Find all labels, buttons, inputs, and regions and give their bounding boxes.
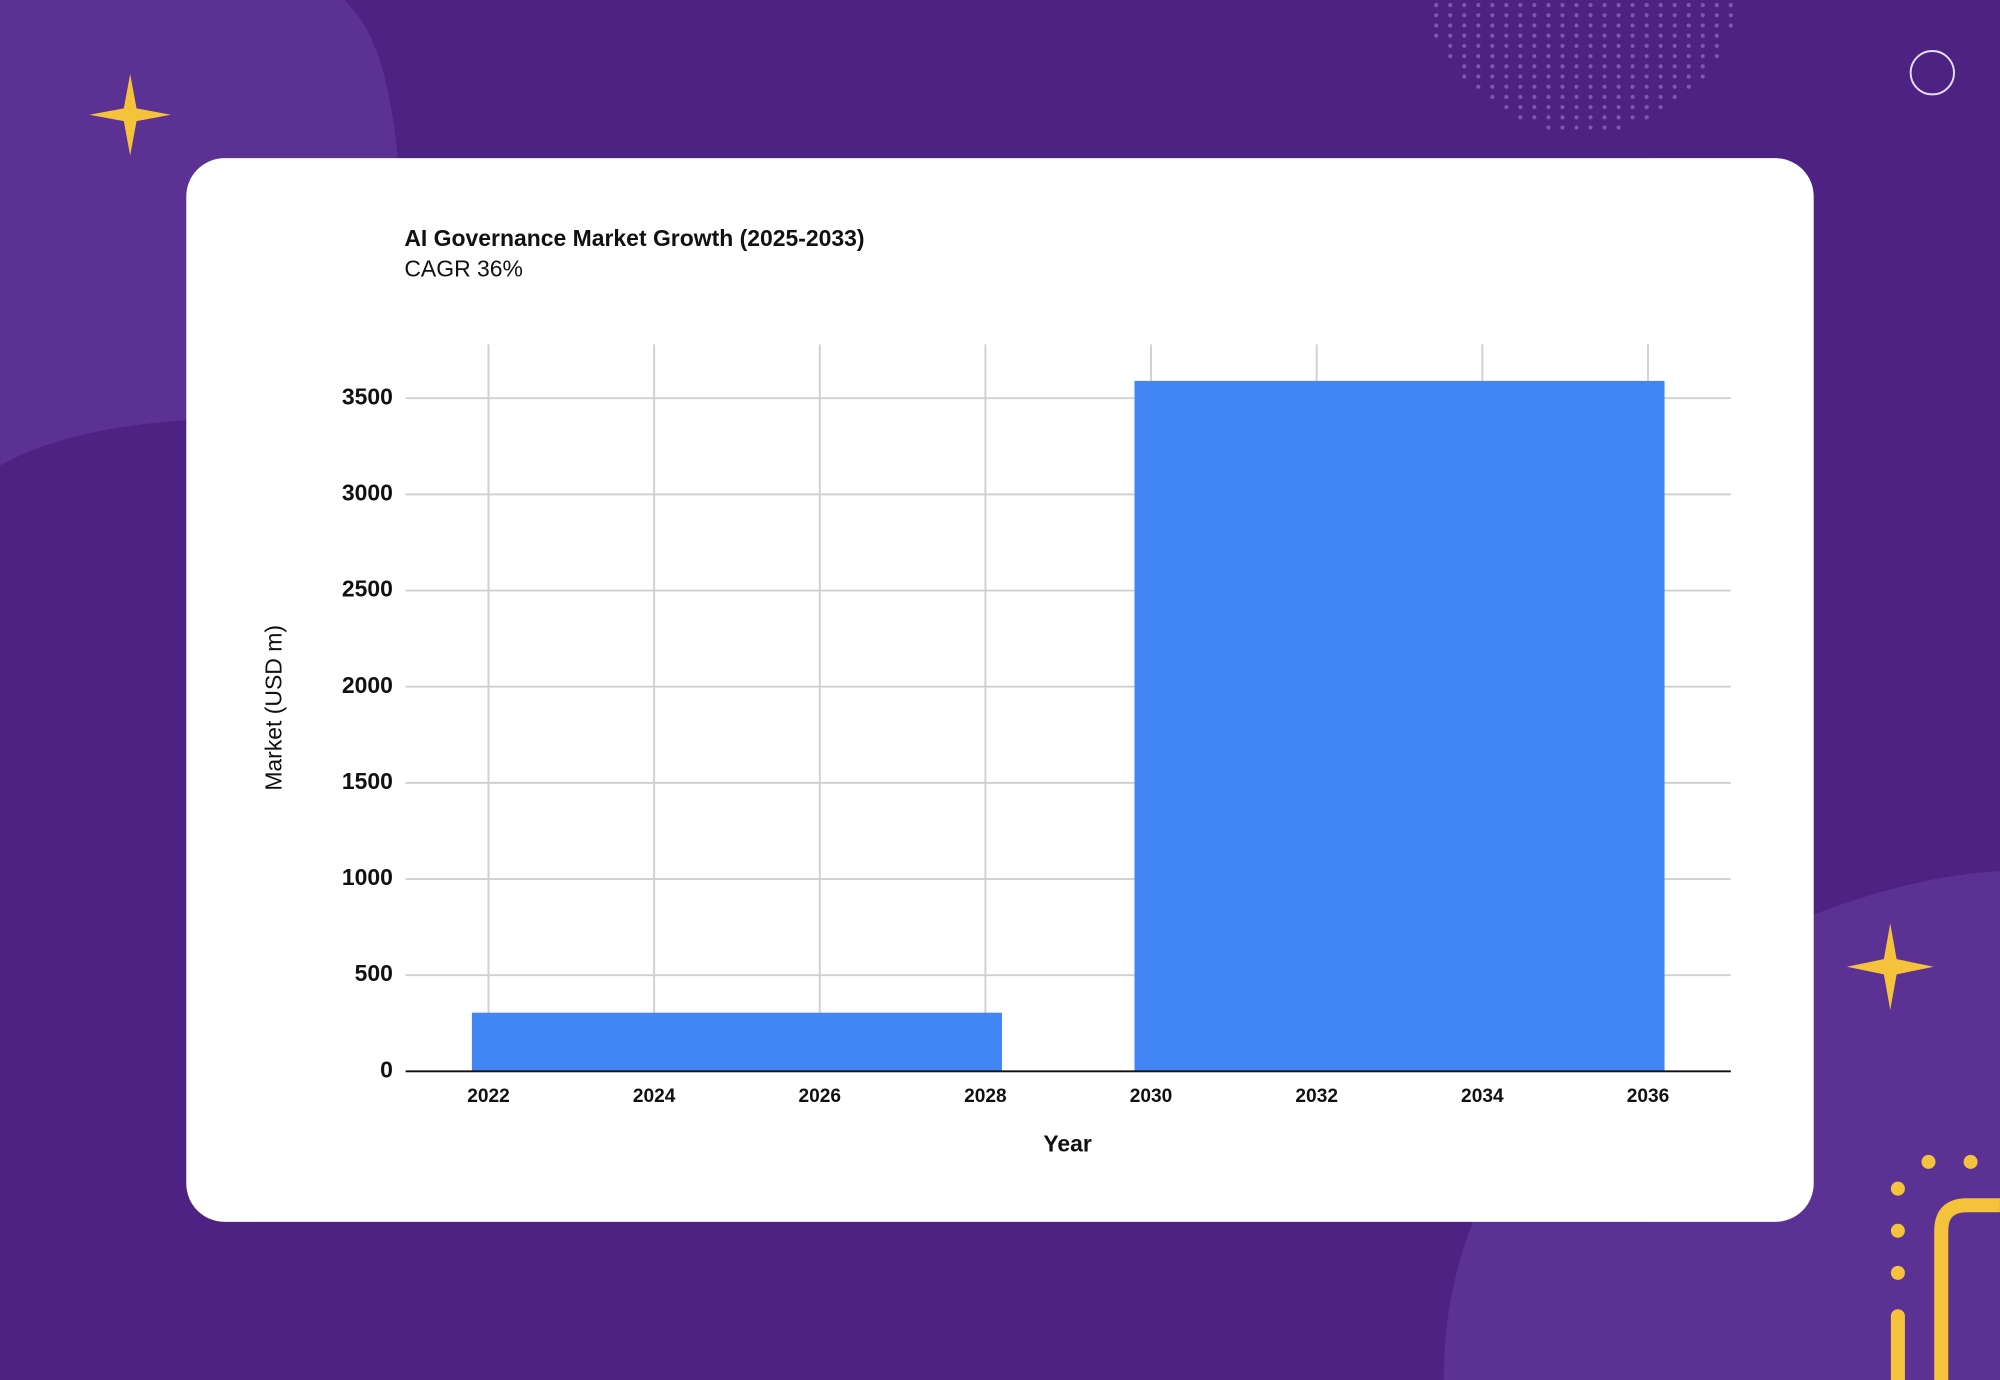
x-tick-label: 2026	[798, 1086, 841, 1107]
dot-pattern	[1434, 3, 1733, 130]
y-tick-label: 3000	[342, 479, 393, 505]
y-tick-label: 2500	[342, 576, 393, 602]
bar	[1134, 380, 1665, 1072]
y-axis-label: Market (USD m)	[261, 625, 287, 791]
y-tick-label: 1000	[342, 864, 393, 890]
x-tick-label: 2022	[467, 1086, 510, 1107]
chart-subtitle: CAGR 36%	[404, 255, 523, 281]
star	[1846, 923, 1934, 1011]
y-tick-label: 500	[355, 960, 393, 986]
y-tick-label: 3500	[342, 383, 393, 409]
chart-title: AI Governance Market Growth (2025-2033)	[404, 225, 864, 251]
yellow-frame	[1934, 1198, 2000, 1380]
x-tick-label: 2036	[1627, 1086, 1670, 1107]
yellow-dots	[1890, 1154, 1978, 1280]
y-tick-label: 0	[380, 1056, 393, 1082]
x-tick-label: 2028	[964, 1086, 1007, 1107]
x-tick-label: 2032	[1295, 1086, 1338, 1107]
x-tick-label: 2024	[633, 1086, 676, 1107]
x-tick-label: 2034	[1461, 1086, 1504, 1107]
ring	[1909, 50, 1955, 96]
star	[89, 73, 171, 156]
x-tick-label: 2030	[1130, 1086, 1173, 1107]
y-tick-label: 2000	[342, 672, 393, 698]
y-tick-label: 1500	[342, 768, 393, 794]
bar	[471, 1012, 1002, 1072]
x-axis-label: Year	[1043, 1130, 1092, 1156]
